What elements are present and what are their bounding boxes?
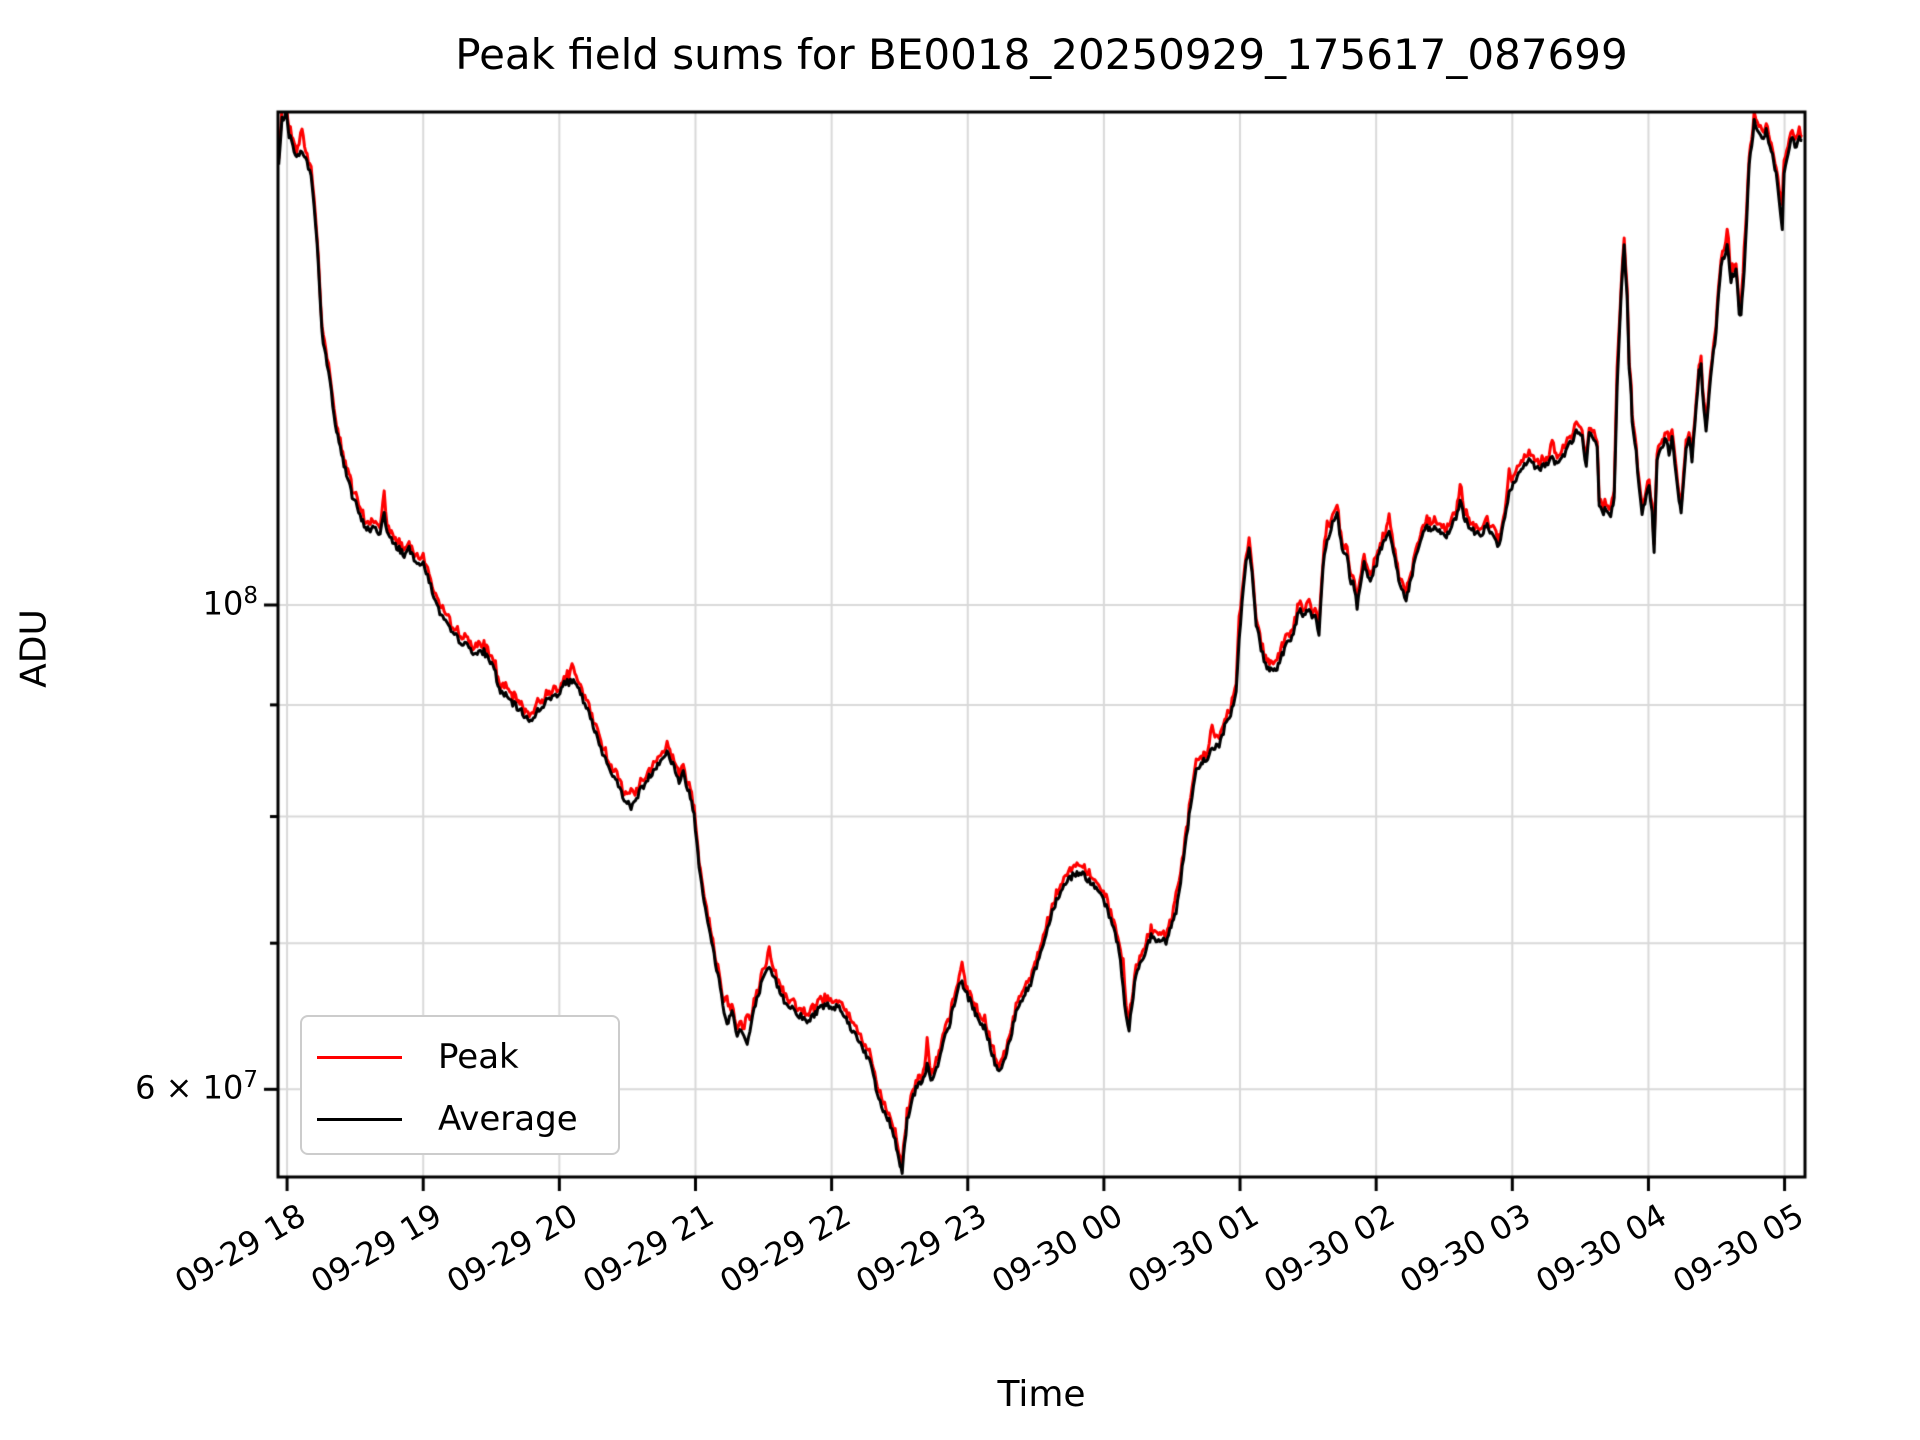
chart-title: Peak field sums for BE0018_20250929_1756… xyxy=(455,30,1628,79)
legend-item-average: Average xyxy=(302,1087,618,1151)
legend: Peak Average xyxy=(300,1015,620,1155)
x-axis-label: Time xyxy=(997,1374,1086,1415)
legend-label-peak: Peak xyxy=(438,1037,519,1077)
y-axis-label: ADU xyxy=(13,609,55,688)
y-tick-label: 6 × 107 xyxy=(135,1067,258,1107)
y-tick-label: 108 xyxy=(202,583,258,623)
legend-item-peak: Peak xyxy=(302,1025,618,1089)
legend-label-average: Average xyxy=(438,1099,578,1139)
peak-line-sample-icon xyxy=(317,1055,402,1059)
average-line-sample-icon xyxy=(317,1117,402,1121)
